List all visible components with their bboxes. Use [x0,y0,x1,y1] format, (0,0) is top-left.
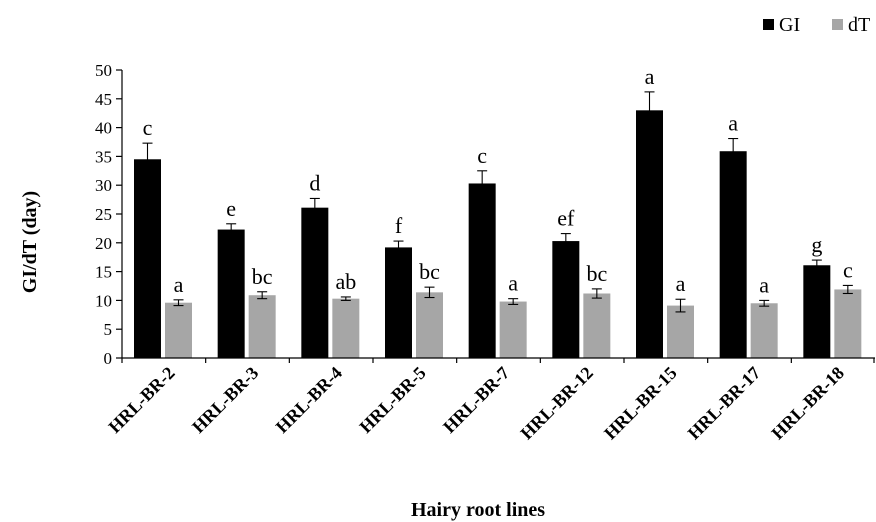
x-axis: HRL-BR-2 HRL-BR-3 HRL-BR-4 HRL-BR-5 HRL-BR-7… [104,357,875,444]
category-label: HRL-BR-7 [439,363,513,437]
significance-label: bc [586,261,607,286]
bar-gi [636,110,663,358]
y-tick-label: 5 [104,320,113,339]
bar-dt [332,298,360,358]
bar-dt [583,293,611,358]
y-axis: 0 5 10 15 20 25 30 35 40 45 50 [95,61,123,368]
category-label: HRL-BR-4 [272,363,346,437]
bar-gi [719,151,747,358]
bar-gi [301,207,329,358]
significance-label: a [645,64,655,89]
bar-gi [468,183,496,358]
y-tick-label: 15 [95,263,112,282]
significance-label: f [395,213,403,238]
significance-label: a [759,272,769,297]
y-tick-label: 10 [95,291,112,310]
significance-label: c [143,115,153,140]
significance-label: ab [335,269,356,294]
bar-gi [134,159,161,358]
bar-dt [416,292,443,358]
significance-label: c [843,257,853,282]
y-tick-label: 20 [95,234,112,253]
bar-dt [750,303,778,358]
significance-label: a [676,271,686,296]
significance-label: ef [557,206,575,231]
y-axis-title: GI/dT (day) [19,191,41,293]
category-label: HRL-BR-2 [104,363,178,437]
bar-gi [803,265,831,358]
significance-label: a [174,272,184,297]
legend-swatch-dt [832,19,843,30]
bar-dt [834,289,862,358]
category-label: HRL-BR-18 [767,363,848,444]
category-label: HRL-BR-5 [355,363,429,437]
bar-gi [217,229,245,358]
y-tick-label: 0 [104,349,113,368]
y-tick-label: 45 [95,90,112,109]
y-tick-label: 40 [95,119,112,138]
bar-gi [552,241,580,358]
y-tick-label: 25 [95,205,112,224]
bar-dt [499,301,527,358]
category-label: HRL-BR-17 [684,363,765,444]
legend: GI dT [763,14,870,36]
category-label: HRL-BR-15 [600,363,681,444]
significance-label: bc [419,259,440,284]
category-label: HRL-BR-3 [188,363,262,437]
bar-dt [667,305,694,358]
category-label: HRL-BR-12 [516,363,597,444]
bar-dt [165,302,192,358]
significance-label: c [477,143,487,168]
legend-label-gi: GI [779,14,800,36]
bar-gi [385,247,412,358]
bar-dt [248,295,276,358]
significance-label: a [728,111,738,136]
significance-label: d [309,170,320,195]
legend-label-dt: dT [848,14,870,36]
x-axis-title: Hairy root lines [411,499,545,521]
significance-label: e [226,196,236,221]
y-tick-label: 50 [95,61,112,80]
significance-label: g [811,232,822,257]
y-tick-label: 30 [95,176,112,195]
significance-label: bc [252,264,273,289]
legend-swatch-gi [763,19,774,30]
significance-label: a [508,271,518,296]
y-tick-label: 35 [95,147,112,166]
